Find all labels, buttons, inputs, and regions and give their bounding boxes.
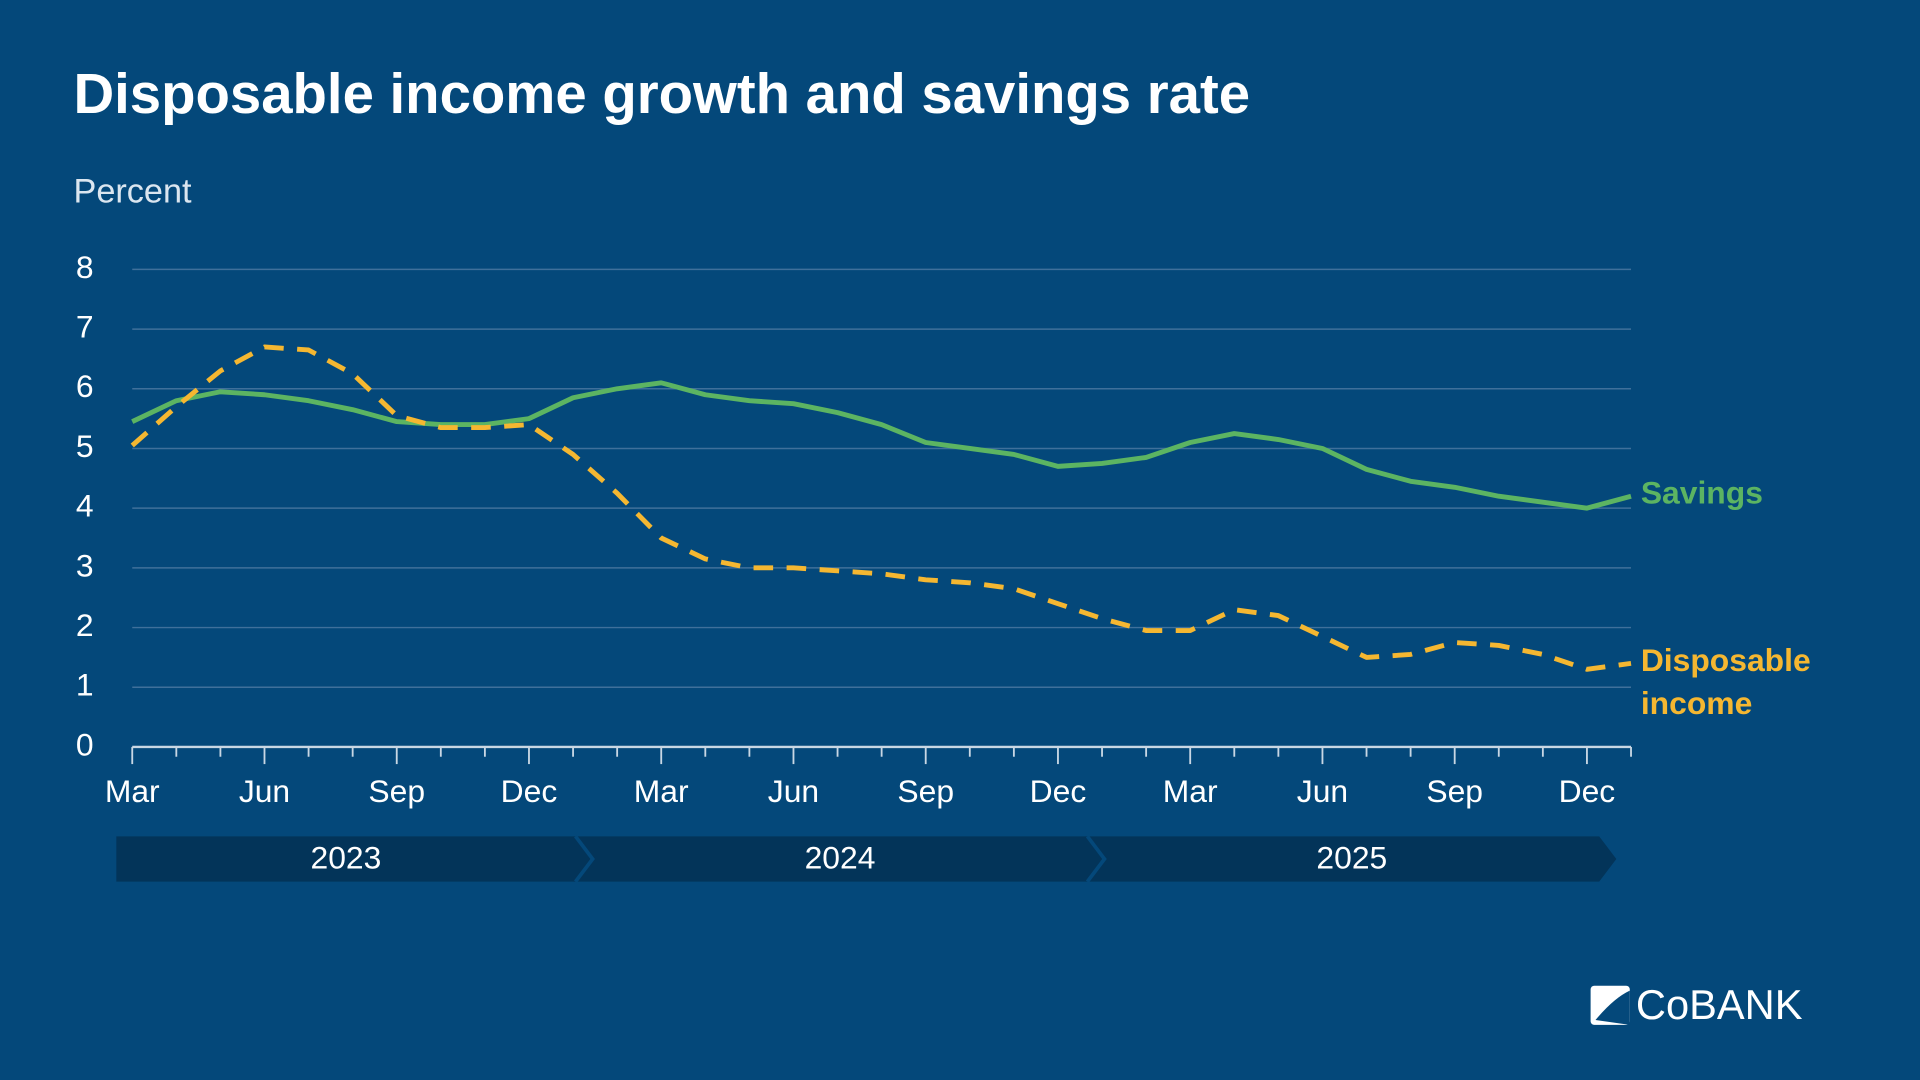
y-tick-label: 3 bbox=[76, 547, 94, 583]
y-tick-label: 0 bbox=[76, 726, 94, 762]
series-label-box: Savings bbox=[1640, 474, 1763, 511]
series-line bbox=[130, 344, 1632, 672]
chart-subtitle: Percent bbox=[73, 173, 192, 211]
logo-text: CoBANK bbox=[1636, 981, 1803, 1028]
year-band bbox=[1087, 836, 1617, 882]
x-tick-label: Sep bbox=[897, 773, 954, 809]
y-tick-label: 5 bbox=[76, 428, 94, 464]
y-tick-label: 6 bbox=[76, 368, 94, 404]
y-tick-label: 4 bbox=[76, 488, 94, 524]
x-tick-label: Mar bbox=[1163, 773, 1218, 809]
year-label: 2025 bbox=[1316, 840, 1387, 876]
year-label: 2024 bbox=[805, 840, 876, 876]
x-tick-label: Jun bbox=[1297, 773, 1348, 809]
series-label: Disposable income bbox=[1640, 641, 1811, 721]
logo-icon-cut bbox=[1595, 990, 1630, 1025]
x-tick-label: Dec bbox=[1559, 773, 1616, 809]
year-band bbox=[116, 836, 593, 882]
year-label: 2023 bbox=[311, 840, 382, 876]
logo: CoBANK bbox=[1590, 981, 1803, 1028]
x-tick-label: Dec bbox=[501, 773, 558, 809]
x-tick-label: Dec bbox=[1030, 773, 1087, 809]
y-tick-label: 8 bbox=[76, 249, 94, 285]
year-band bbox=[575, 836, 1105, 882]
x-tick-label: Mar bbox=[634, 773, 689, 809]
x-tick-label: Sep bbox=[368, 773, 425, 809]
series-label: Savings bbox=[1640, 474, 1763, 511]
y-tick-label: 7 bbox=[76, 308, 94, 344]
x-tick-label: Mar bbox=[105, 773, 160, 809]
chart-title: Disposable income growth and savings rat… bbox=[73, 62, 1250, 125]
year-band-divider bbox=[574, 835, 595, 883]
year-band-divider bbox=[1085, 835, 1107, 883]
x-tick-label: Jun bbox=[768, 773, 819, 809]
y-tick-label: 2 bbox=[76, 607, 94, 643]
x-tick-label: Sep bbox=[1426, 773, 1483, 809]
x-tick-label: Jun bbox=[239, 773, 290, 809]
y-tick-label: 1 bbox=[76, 667, 94, 703]
series-label-box: Disposable income bbox=[1640, 641, 1811, 721]
series-line bbox=[131, 380, 1632, 511]
